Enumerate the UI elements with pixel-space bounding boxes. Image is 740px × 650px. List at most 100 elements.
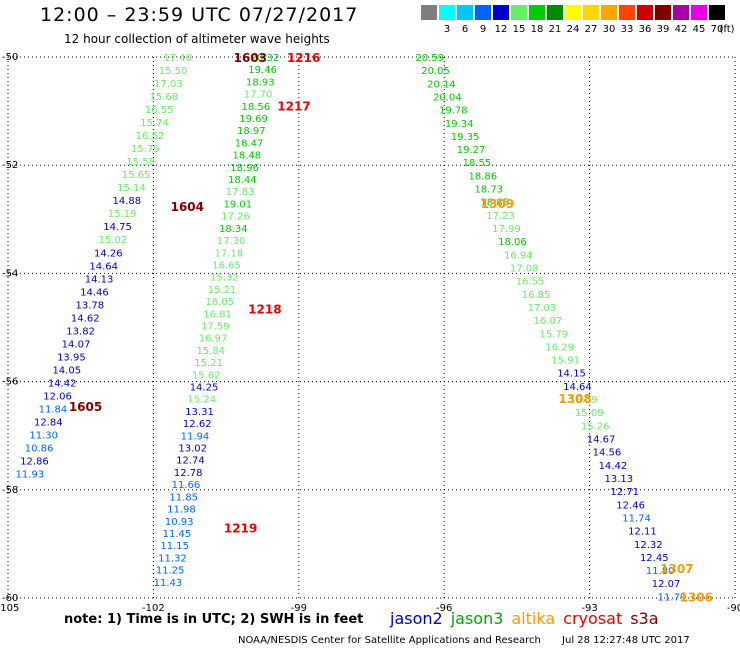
wave-height-value: 15.62 [192, 370, 221, 381]
wave-height-value: 15.79 [131, 144, 160, 155]
wave-height-value: 11.25 [156, 566, 185, 577]
wave-height-value: 12.86 [20, 457, 49, 468]
mission-key-item: jason2 [390, 609, 443, 628]
wave-height-value: 18.86 [469, 171, 498, 182]
wave-height-value: 11.93 [15, 470, 44, 481]
wave-height-value: 13.95 [57, 352, 86, 363]
wave-height-value: 18.47 [235, 138, 264, 149]
pass-number-label: 1217 [277, 100, 310, 114]
pass-number-label: 1306 [680, 590, 713, 604]
wave-height-value: 14.56 [593, 448, 622, 459]
wave-height-value: 14.75 [103, 222, 132, 233]
legend-label: 24 [566, 24, 580, 35]
wave-height-value: 19.01 [224, 199, 253, 210]
legend-label: 36 [638, 24, 652, 35]
wave-height-value: 15.50 [159, 66, 188, 77]
legend-swatch [619, 5, 635, 20]
wave-height-value: 18.97 [237, 126, 266, 137]
lon-tick-label: -99 [291, 603, 307, 614]
legend-swatch [655, 5, 671, 20]
wave-height-value: 15.68 [149, 92, 178, 103]
wave-height-value: 14.05 [52, 365, 81, 376]
lat-tick-label: -58 [2, 485, 18, 496]
wave-height-value: 15.02 [99, 235, 128, 246]
wave-height-value: 15.74 [140, 118, 169, 129]
legend-swatch [637, 5, 653, 20]
wave-height-value: 12.45 [640, 553, 669, 564]
pass-number-label: 1308 [558, 392, 591, 406]
wave-height-value: 15.19 [108, 209, 137, 220]
wave-height-value: 14.26 [94, 248, 123, 259]
legend-label: 15 [512, 24, 526, 35]
wave-height-value: 11.85 [169, 492, 198, 503]
wave-height-value: 17.59 [201, 321, 230, 332]
wave-height-value: 12.78 [174, 468, 203, 479]
wave-height-value: 13.82 [66, 326, 95, 337]
wave-height-value: 17.18 [214, 248, 243, 259]
wave-height-value: 19.78 [439, 106, 468, 117]
wave-height-value: 14.42 [48, 378, 77, 389]
legend-label: 6 [461, 24, 469, 35]
wave-height-value: 17.70 [244, 90, 273, 101]
wave-height-value: 14.67 [587, 435, 616, 446]
wave-height-value: 11.15 [160, 541, 189, 552]
pass-number-label: 1219 [224, 522, 257, 536]
wave-height-value: 11.98 [167, 505, 196, 516]
wave-height-value: 16.55 [516, 277, 545, 288]
wave-height-value: 16.52 [136, 131, 165, 142]
wave-height-value: 15.24 [187, 395, 216, 406]
mission-key-item: s3a [630, 609, 659, 628]
legend-label: 9 [479, 24, 487, 35]
wave-height-value: 12.06 [43, 391, 72, 402]
wave-height-value: 11.79 [658, 592, 687, 603]
mission-key: jason2 jason3 altika cryosat s3a [390, 609, 667, 628]
legend-swatch [673, 5, 689, 20]
wave-height-value: 12.62 [183, 419, 212, 430]
legend-label: 45 [692, 24, 706, 35]
page-title: 12:00 – 23:59 UTC 07/27/2017 [40, 4, 359, 26]
wave-height-value: 17.40 [163, 53, 192, 64]
wave-height-value: 19.69 [239, 114, 268, 125]
legend-swatch [511, 5, 527, 20]
wave-height-observations: 17.40 15.50 17.03 15.68 16.55 15.74 16.52 15.79… [15, 53, 686, 603]
wave-height-value: 16.05 [205, 297, 234, 308]
wave-height-value: 12.07 [652, 579, 681, 590]
wave-height-value: 10.86 [25, 444, 54, 455]
legend-swatch [421, 5, 437, 20]
wave-height-value: 12.11 [628, 527, 657, 538]
legend-label: 21 [548, 24, 562, 35]
page-subtitle: 12 hour collection of altimeter wave hei… [64, 32, 330, 46]
wave-height-value: 18.56 [242, 102, 271, 113]
wave-height-value: 17.08 [510, 263, 539, 274]
wave-height-value: 16.85 [522, 290, 551, 301]
legend-swatch [529, 5, 545, 20]
wave-height-value: 16.55 [145, 105, 174, 116]
wave-height-value: 14.42 [599, 461, 628, 472]
credit-footer: NOAA/NESDIS Center for Satellite Applica… [238, 635, 708, 646]
legend-swatch [457, 5, 473, 20]
wave-height-value: 15.21 [194, 358, 223, 369]
generation-timestamp: Jul 28 12:27:48 UTC 2017 [562, 635, 690, 646]
wave-height-value: 13.13 [604, 474, 633, 485]
wave-height-value: 11.30 [29, 431, 58, 442]
wave-height-value: 11.43 [154, 578, 183, 589]
wave-height-value: 14.64 [563, 382, 592, 393]
wave-height-value: 15.14 [117, 183, 146, 194]
legend-label: 39 [656, 24, 670, 35]
wave-height-value: 12.46 [616, 500, 645, 511]
wave-height-value: 15.84 [196, 346, 225, 357]
wave-height-value: 19.35 [451, 132, 480, 143]
wave-height-value: 14.46 [80, 287, 109, 298]
legend-label: 12 [494, 24, 508, 35]
wave-height-value: 19.27 [457, 145, 486, 156]
wave-height-value: 11.80 [646, 566, 675, 577]
wave-height-value: 16.29 [545, 342, 574, 353]
wave-height-value: 18.48 [233, 151, 262, 162]
lat-tick-label: -60 [2, 593, 18, 604]
wave-height-value: 11.94 [181, 431, 210, 442]
wave-height-value: 15.79 [539, 329, 568, 340]
lat-tick-label: -54 [2, 268, 18, 279]
lat-tick-label: -52 [2, 160, 18, 171]
wave-height-value: 18.85 [480, 198, 509, 209]
legend-swatch [565, 5, 581, 20]
